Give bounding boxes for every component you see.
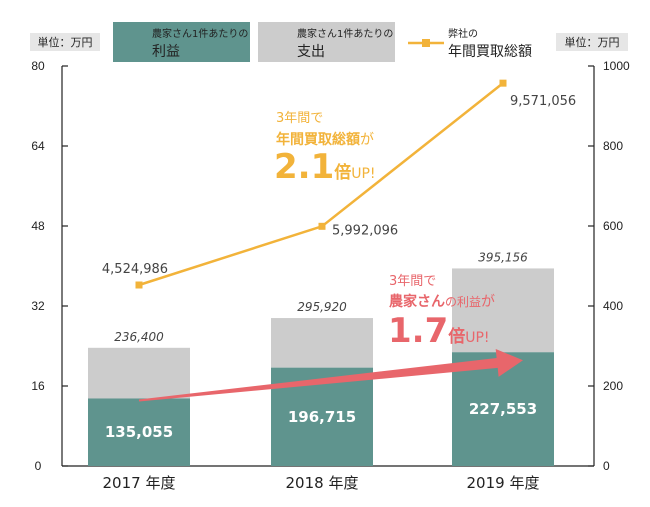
bar-expense: [271, 318, 373, 368]
annotation-profit-line2-bold: 農家さん: [389, 293, 445, 310]
annotation-profit-line2-suffix: が: [481, 294, 495, 310]
bar-total-label: 295,920: [297, 300, 347, 314]
left-tick-label: 0: [35, 459, 42, 473]
right-tick-label: 800: [603, 139, 623, 153]
annotation-profit-line2-mid: の利益: [445, 295, 481, 309]
purchase-line-marker: [318, 222, 326, 230]
legend-profit-line1: 農家さん1件あたりの: [152, 27, 248, 40]
bar-profit: [88, 398, 190, 466]
legend-line-line1: 弊社の: [448, 27, 478, 40]
right-tick-label: 200: [603, 379, 623, 393]
purchase-line-label: 4,524,986: [102, 262, 168, 277]
left-tick-label: 16: [31, 379, 45, 393]
bar-profit-label: 135,055: [105, 423, 173, 441]
annotation-purchase-line1: 3年間で: [276, 111, 323, 126]
purchase-line-series: 4,524,986 5,992,096 9,571,056: [102, 79, 576, 289]
annotation-profit-up: UP!: [465, 330, 489, 346]
annotation-purchase: 3年間で 年間買取総額が 2.1倍UP!: [274, 111, 376, 187]
legend-line-line2: 年間買取総額: [448, 44, 532, 60]
purchase-line-marker: [135, 281, 143, 289]
unit-badge-left-bg: [30, 33, 100, 51]
annotation-profit-line1: 3年間で: [389, 274, 436, 289]
annotation-profit-multiplier: 1.7倍UP!: [388, 311, 490, 351]
category-labels: 2017 年度 2018 年度 2019 年度: [103, 474, 540, 492]
category-label: 2019 年度: [467, 474, 540, 492]
bar-profit-label: 196,715: [288, 408, 356, 426]
annotation-purchase-line2-bold: 年間買取総額: [276, 131, 360, 148]
right-tick-label: 1000: [603, 59, 630, 73]
left-tick-label: 64: [31, 139, 45, 153]
unit-badge-right-bg: [556, 33, 628, 51]
bar-total-label: 395,156: [478, 250, 528, 264]
profit-growth-arrow: [138, 349, 523, 402]
right-tick-label: 400: [603, 299, 623, 313]
legend: 農家さん1件あたりの 利益 農家さん1件あたりの 支出 弊社の 年間買取総額: [113, 22, 532, 62]
annotation-profit-line2: 農家さんの利益が: [389, 293, 495, 310]
unit-label-right: 単位：万円: [565, 35, 620, 49]
bar-expense: [88, 347, 190, 399]
left-tick-label: 32: [31, 299, 45, 313]
purchase-line-label: 5,992,096: [332, 223, 398, 238]
category-label: 2017 年度: [103, 474, 176, 492]
annotation-purchase-multiplier: 2.1倍UP!: [274, 147, 376, 187]
legend-expense-line1: 農家さん1件あたりの: [297, 27, 393, 40]
right-tick-label: 0: [603, 459, 610, 473]
bars: 135,055 236,400 196,715 295,920 227,553 395,1…: [88, 250, 554, 466]
annotation-profit-bai: 倍: [448, 326, 465, 347]
annotation-purchase-bai: 倍: [334, 162, 351, 183]
profit-arrow-shape: [138, 349, 523, 402]
left-tick-label: 80: [31, 59, 45, 73]
annotation-profit-big: 1.7: [388, 311, 448, 351]
right-axis-ticks: 0 200 400 600 800 1000: [588, 59, 630, 473]
purchase-line-label: 9,571,056: [510, 94, 576, 109]
legend-swatch-profit: [113, 22, 250, 62]
bar-expense: [452, 268, 554, 353]
unit-label-left: 単位：万円: [38, 35, 93, 49]
annotation-purchase-big: 2.1: [274, 147, 334, 187]
legend-swatch-expense: [258, 22, 395, 62]
bar-total-label: 236,400: [114, 330, 164, 344]
legend-profit-line2: 利益: [152, 44, 180, 60]
annotation-purchase-up: UP!: [351, 166, 375, 182]
annotation-profit: 3年間で 農家さんの利益が 1.7倍UP!: [388, 274, 495, 351]
bar-profit-label: 227,553: [469, 400, 537, 418]
legend-expense-line2: 支出: [297, 44, 325, 60]
annotation-purchase-line2-suffix: が: [360, 132, 374, 148]
purchase-line-marker: [499, 79, 507, 87]
annotation-purchase-line2: 年間買取総額が: [276, 131, 374, 148]
right-tick-label: 600: [603, 219, 623, 233]
left-tick-label: 48: [31, 219, 45, 233]
category-label: 2018 年度: [286, 474, 359, 492]
left-axis-ticks: 0 16 32 48 64 80: [31, 59, 68, 473]
legend-line-marker: [422, 39, 430, 47]
